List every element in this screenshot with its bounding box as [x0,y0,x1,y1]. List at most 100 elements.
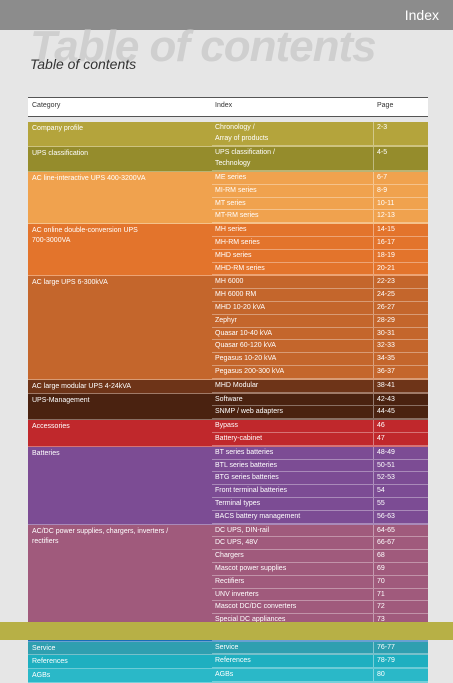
index-cell: MHD Modular [212,379,374,392]
page-number: 38-41 [377,381,395,389]
category-cell: References [32,657,68,667]
entry-row: Front terminal batteries 54 [212,485,428,498]
page-number: 46 [377,422,385,430]
entry-row: AGBs 80 [212,669,428,683]
index-cell: MI-RM series [212,184,374,197]
page-number: 55 [377,499,385,507]
entry-row: MH-RM series 16-17 [212,236,428,250]
index-cell: Front terminal batteries [212,485,374,497]
page-number: 64-65 [377,526,395,534]
category-cell: UPS classification [32,149,88,159]
index-cell: BTG series batteries [212,472,374,485]
index-text: MT-RM series [215,212,259,220]
index-cell: Mascot power supplies [212,562,374,575]
table-section: AC online double-conversion UPS 700-3000V… [28,224,428,277]
page-number: 42-43 [377,395,395,403]
index-text: MI-RM series [215,186,257,194]
page-number: 56-63 [377,512,395,520]
table: Company profile Chronology / Array of prod… [28,122,428,683]
page-number: 47 [377,434,385,442]
entry-row: UPS classification / Technology 4-5 [212,147,428,171]
entry-row: MH 6000 RM 24-25 [212,289,428,302]
entry-row: BT series batteries 48-49 [212,446,428,460]
index-text: SNMP / web adapters [215,408,283,416]
category-text: AC online double-conversion UPS [32,227,138,235]
page-number: 12-13 [377,212,395,220]
index-text: BACS battery management [215,512,301,520]
index-cell: Software [212,393,374,406]
entry-row: DC UPS, 48V 66-67 [212,537,428,551]
entry-row: Battery-cabinet 47 [212,432,428,446]
entry-row: Quasar 10-40 kVA 30-31 [212,327,428,341]
index-text: Battery-cabinet [215,434,263,442]
category-text: AGBs [32,672,51,680]
index-cell: Terminal types [212,497,374,510]
category-cell: AC large modular UPS 4-24kVA [32,382,131,392]
page-number: 10-11 [377,199,395,207]
index-cell: SNMP / web adapters [212,406,374,419]
page-number: 68 [377,552,385,560]
index-text: MHD Modular [215,381,259,389]
index-cell: MH series [212,224,374,236]
index-text: Mascot power supplies [215,564,287,572]
page-title: Table of contents [30,56,137,72]
page-number: 24-25 [377,291,395,299]
index-text: Quasar 10-40 kVA [215,329,273,337]
watermark: Table of contents [30,22,377,71]
entry-row: MI-RM series 8-9 [212,184,428,198]
page-number: 48-49 [377,448,395,456]
table-section: Accessories Bypass 46 Battery-cabinet 47 [28,420,428,447]
entry-row: Pegasus 10-20 kVA 34-35 [212,353,428,366]
index-text: MH series [215,226,247,234]
index-text: MH-RM series [215,238,260,246]
table-section: Company profile Chronology / Array of prod… [28,122,428,147]
index-cell: Chargers [212,550,374,562]
category-text: Service [32,644,56,652]
index-cell: DC UPS, DIN-rail [212,524,374,537]
category-text: rectifiers [32,537,59,545]
page-number: 20-21 [377,264,395,272]
entry-row: Mascot power supplies 69 [212,562,428,576]
entry-row: Quasar 60-120 kVA 32-33 [212,340,428,354]
table-section: AC/DC power supplies, chargers, inverter… [28,524,428,628]
entry-row: Rectifiers 70 [212,575,428,589]
page-number: 72 [377,603,385,611]
category-cell: AC line-interactive UPS 400-3200VA [32,174,145,184]
page-number: 44-45 [377,408,395,416]
category-cell: AC online double-conversion UPS 700-3000V… [32,226,138,246]
table-section: AC line-interactive UPS 400-3200VA ME ser… [28,172,428,225]
index-text: Quasar 60-120 kVA [215,342,276,350]
category-text: AC large UPS 6-300kVA [32,279,108,287]
category-text: AC/DC power supplies, chargers, inverter… [32,527,169,535]
entry-row: ME series 6-7 [212,172,428,185]
index-text: DC UPS, 48V [215,539,258,547]
table-section: AC large UPS 6-300kVA MH 6000 22-23 MH 6000… [28,276,428,380]
page-number: 34-35 [377,355,395,363]
index-text: Mascot DC/DC converters [215,603,297,611]
index-cell: Zephyr [212,314,374,327]
index-cell: MT-RM series [212,210,374,223]
entry-row: MHD series 18-19 [212,249,428,263]
section-label: Index [404,7,439,23]
index-text: Chronology / [215,124,255,131]
index-cell: MHD series [212,249,374,262]
table-section: AC large modular UPS 4-24kVA MHD Modular 3… [28,379,428,394]
index-cell: MH 6000 [212,276,374,289]
table-section: Service Service 76-77 [28,641,428,656]
entry-row: SNMP / web adapters 44-45 [212,406,428,420]
column-header: Index [215,102,233,109]
page-number: 69 [377,564,385,572]
table-section: UPS classification UPS classification / Te… [28,147,428,172]
index-text: ME series [215,174,247,181]
index-text: MHD 10-20 kVA [215,303,266,311]
entry-row: References 78-79 [212,655,428,669]
page-number: 71 [377,590,385,598]
page-number: 6-7 [377,174,388,181]
index-text: MT series [215,199,246,207]
category-text: References [32,658,68,666]
header-band: Index [0,0,453,30]
category-text: 700-3000VA [32,237,71,245]
index-cell: BT series batteries [212,446,374,459]
category-cell: Batteries [32,449,60,459]
